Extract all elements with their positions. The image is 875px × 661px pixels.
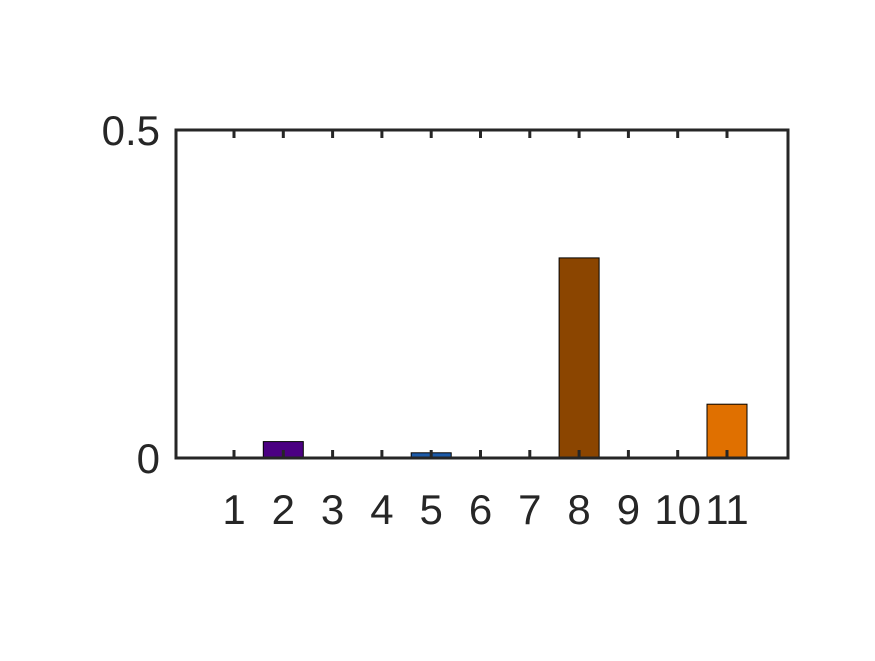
labels-layer: 1 2 3 4 5 6 7 8 9 10 11 0 0.5 [102, 107, 749, 533]
y-tick-label: 0 [137, 435, 160, 482]
x-tick-label: 8 [567, 486, 590, 533]
x-tick-label: 11 [705, 486, 749, 533]
x-tick-label: 5 [420, 486, 443, 533]
ticks-layer [232, 130, 729, 458]
bars-layer [262, 257, 748, 459]
axes-box [174, 128, 790, 460]
x-tick-label: 7 [518, 486, 541, 533]
bar-11 [706, 403, 748, 459]
bar-8 [558, 257, 600, 459]
x-tick-label: 3 [321, 486, 344, 533]
x-tick-label: 2 [272, 486, 295, 533]
x-tick-label: 1 [222, 486, 245, 533]
x-tick-label: 4 [370, 486, 393, 533]
y-tick-label: 0.5 [102, 107, 160, 154]
x-tick-label: 10 [654, 486, 701, 533]
x-tick-label: 9 [617, 486, 640, 533]
x-tick-label: 6 [469, 486, 492, 533]
